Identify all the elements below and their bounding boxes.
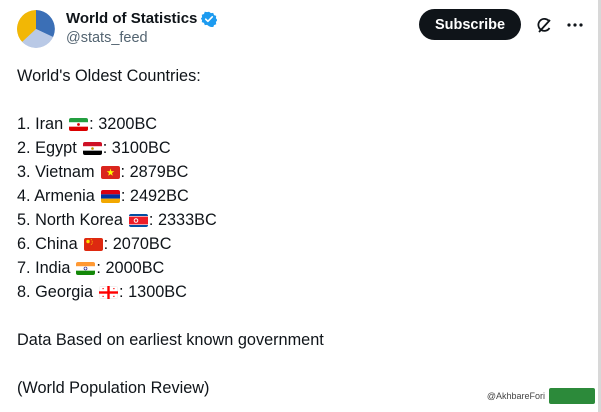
country-label: 7. India [17,259,71,277]
armenia-flag-icon [100,189,120,203]
list-item: 1. Iran : 3200BC [17,112,577,136]
grok-icon[interactable] [535,17,553,35]
list-item: 5. North Korea : 2333BC [17,208,577,232]
country-label: 8. Georgia [17,283,94,301]
frame-border [598,0,601,412]
egypt-flag-icon [82,141,102,155]
country-label: 2. Egypt [17,139,77,157]
year-value: : 2333BC [148,211,217,229]
watermark-text: @AkhbareFori [486,391,545,401]
list-item: 4. Armenia : 2492BC [17,184,577,208]
post-note: Data Based on earliest known government [17,331,324,349]
year-value: : 2879BC [120,163,189,181]
iran-flag-icon [69,117,89,131]
year-value: : 3200BC [89,115,158,133]
country-label: 4. Armenia [17,187,95,205]
list-item: 3. Vietnam : 2879BC [17,160,577,184]
list-item: 7. India : 2000BC [17,256,577,280]
list-item: 8. Georgia : 1300BC [17,280,577,304]
post-text: World's Oldest Countries: 1. Iran : 3200… [17,64,577,400]
year-value: : 1300BC [119,283,187,301]
country-label: 6. China [17,235,78,253]
year-value: : 2492BC [120,187,189,205]
post-source: (World Population Review) [17,379,210,397]
georgia-flag-icon [99,285,119,299]
subscribe-button[interactable]: Subscribe [419,9,521,40]
post-header: World of Statistics @stats_feed [17,8,587,48]
country-label: 1. Iran [17,115,64,133]
country-label: 3. Vietnam [17,163,95,181]
india-flag-icon [76,261,96,275]
verified-badge-icon [201,11,218,27]
post-title: World's Oldest Countries: [17,67,201,85]
handle[interactable]: @stats_feed [66,30,148,46]
more-icon[interactable] [566,16,584,34]
watermark-logo-icon [549,388,595,404]
north-korea-flag-icon [128,213,148,227]
list-item: 2. Egypt : 3100BC [17,136,577,160]
country-label: 5. North Korea [17,211,123,229]
year-value: : 3100BC [102,139,171,157]
avatar[interactable] [17,10,55,48]
year-value: : 2000BC [96,259,165,277]
display-name[interactable]: World of Statistics [66,10,198,27]
china-flag-icon [83,237,103,251]
list-item: 6. China : 2070BC [17,232,577,256]
watermark: @AkhbareFori [487,388,595,404]
year-value: : 2070BC [103,235,172,253]
vietnam-flag-icon [100,165,120,179]
